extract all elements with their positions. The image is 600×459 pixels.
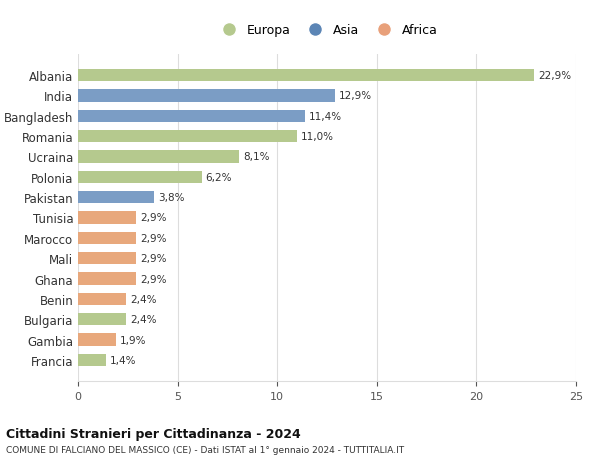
Bar xyxy=(78,70,534,82)
Text: 6,2%: 6,2% xyxy=(205,173,232,182)
Text: 1,4%: 1,4% xyxy=(110,355,136,365)
Bar xyxy=(78,212,136,224)
Bar xyxy=(78,192,154,204)
Bar xyxy=(78,90,335,102)
Legend: Europa, Asia, Africa: Europa, Asia, Africa xyxy=(212,19,443,42)
Bar xyxy=(78,334,116,346)
Bar xyxy=(78,252,136,265)
Text: 3,8%: 3,8% xyxy=(158,193,184,203)
Text: 2,9%: 2,9% xyxy=(140,254,166,263)
Text: 11,0%: 11,0% xyxy=(301,132,334,142)
Bar xyxy=(78,313,126,325)
Text: 12,9%: 12,9% xyxy=(339,91,372,101)
Text: 11,4%: 11,4% xyxy=(309,112,342,122)
Text: 2,4%: 2,4% xyxy=(130,314,156,325)
Text: 8,1%: 8,1% xyxy=(244,152,270,162)
Text: Cittadini Stranieri per Cittadinanza - 2024: Cittadini Stranieri per Cittadinanza - 2… xyxy=(6,427,301,440)
Bar xyxy=(78,151,239,163)
Text: 2,9%: 2,9% xyxy=(140,213,166,223)
Bar xyxy=(78,131,297,143)
Text: COMUNE DI FALCIANO DEL MASSICO (CE) - Dati ISTAT al 1° gennaio 2024 - TUTTITALIA: COMUNE DI FALCIANO DEL MASSICO (CE) - Da… xyxy=(6,445,404,454)
Bar xyxy=(78,111,305,123)
Bar xyxy=(78,273,136,285)
Bar xyxy=(78,293,126,305)
Text: 2,9%: 2,9% xyxy=(140,233,166,243)
Text: 1,9%: 1,9% xyxy=(120,335,146,345)
Bar xyxy=(78,232,136,244)
Bar xyxy=(78,354,106,366)
Text: 22,9%: 22,9% xyxy=(538,71,571,81)
Bar xyxy=(78,171,202,184)
Text: 2,9%: 2,9% xyxy=(140,274,166,284)
Text: 2,4%: 2,4% xyxy=(130,294,156,304)
